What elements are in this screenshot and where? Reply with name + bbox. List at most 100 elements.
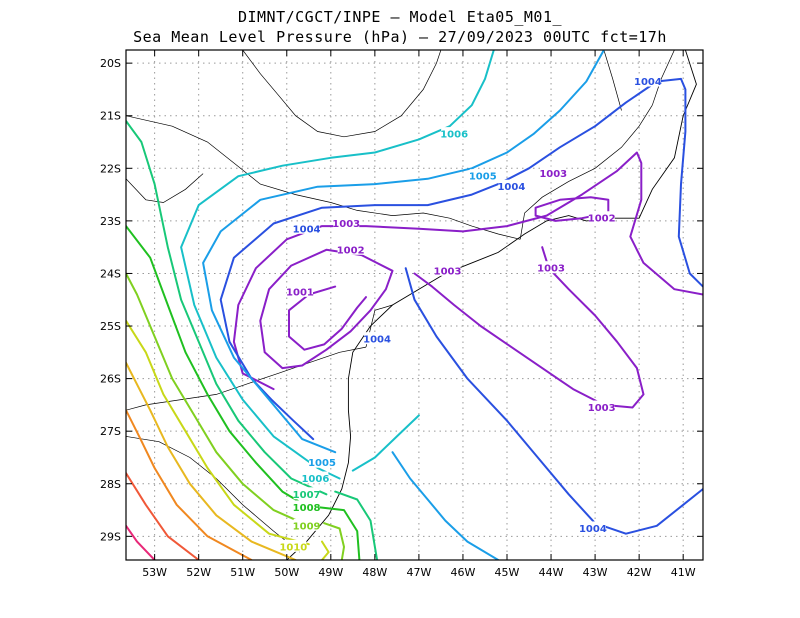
isobar-1014 (126, 524, 156, 560)
isobar-label: 1003 (537, 264, 565, 275)
y-tick-label: 25S (100, 320, 121, 333)
y-tick-label: 22S (100, 162, 121, 175)
plot-frame (125, 49, 704, 561)
x-tick-label: 53W (142, 566, 167, 579)
isobar-1009 (323, 522, 345, 560)
isobar-label-bg (293, 221, 320, 234)
x-tick-label: 52W (186, 566, 211, 579)
isobar-1003 (413, 246, 645, 409)
x-tick-label: 43W (583, 566, 608, 579)
y-tick-label: 21S (100, 110, 121, 123)
isobar-label-bg (293, 487, 320, 500)
isobar-layer (126, 50, 703, 560)
isobar-1013 (126, 472, 200, 560)
x-tick-label: 46W (451, 566, 476, 579)
isobar-label: 1003 (434, 266, 462, 277)
isobar-label-bg (293, 518, 320, 531)
isobar-label-bg (441, 127, 468, 140)
y-tick-label: 26S (100, 373, 121, 386)
x-tick-label: 44W (539, 566, 564, 579)
isobar-label-bg (333, 216, 360, 229)
y-tick-label: 24S (100, 267, 121, 280)
isobar-label-bg (588, 400, 615, 413)
isobar-1004 (404, 267, 703, 535)
isobar-label: 1005 (469, 172, 497, 183)
isobar-label: 1002 (588, 214, 616, 225)
state-border (603, 50, 622, 111)
isobar-label-bg (634, 74, 661, 87)
isobar-label-bg (364, 332, 391, 345)
isobar-labels: 1001 1002 1002 1003 1003 1003 1003 1003 1004 1004… (279, 74, 662, 553)
coastline (286, 50, 697, 560)
isobar-label: 1004 (293, 224, 321, 235)
isobar-1008 (318, 506, 361, 560)
x-tick-label: 41W (671, 566, 696, 579)
isobar-label-bg (538, 261, 565, 274)
state-border (519, 105, 653, 240)
x-tick-label: 45W (495, 566, 520, 579)
isobar-1001 (288, 285, 367, 351)
isobar-label-bg (540, 166, 567, 179)
y-tick-label: 29S (100, 530, 121, 543)
isobar-1010 (126, 319, 310, 546)
isobar-1010 (321, 540, 330, 560)
isobar-label: 1002 (337, 245, 365, 256)
x-tick-label: 47W (406, 566, 431, 579)
isobar-label: 1007 (293, 490, 321, 501)
isobar-1007 (334, 490, 379, 560)
isobar-label: 1005 (308, 458, 336, 469)
x-tick-label: 49W (318, 566, 343, 579)
isobar-label-bg (579, 521, 606, 534)
isobar-label: 1001 (286, 287, 314, 298)
x-tick-label: 42W (627, 566, 652, 579)
isobar-1006 (351, 414, 420, 472)
isobar-1006 (180, 50, 495, 480)
isobar-label: 1008 (293, 503, 321, 514)
isobar-label-bg (588, 211, 615, 224)
isobar-label-bg (469, 169, 496, 182)
state-border (651, 50, 675, 106)
isobar-1005 (202, 50, 605, 454)
isobar-label: 1003 (588, 403, 616, 414)
x-tick-label: 48W (362, 566, 387, 579)
isobar-label: 1006 (440, 130, 468, 141)
x-tick-label: 51W (230, 566, 255, 579)
isobar-label: 1009 (293, 521, 321, 532)
isobar-label-bg (302, 471, 329, 484)
isobar-label-bg (434, 263, 461, 276)
isobar-label: 1006 (301, 474, 329, 485)
y-tick-label: 27S (100, 425, 121, 438)
isobar-label-bg (498, 179, 525, 192)
state-border (242, 50, 442, 138)
isobar-label-bg (293, 500, 320, 513)
state-border (126, 173, 204, 203)
isobar-1012 (126, 409, 253, 560)
isobar-1008 (126, 225, 315, 512)
isobar-1002 (259, 248, 394, 370)
isobar-1011 (126, 361, 297, 560)
isobar-label-bg (286, 284, 313, 297)
isobar-label: 1004 (363, 335, 391, 346)
isobar-label: 1003 (539, 169, 567, 180)
isobar-label: 1003 (332, 219, 360, 230)
isobar-label-bg (280, 539, 307, 552)
isobar-1009 (126, 272, 310, 527)
isobar-1005 (391, 451, 500, 560)
y-tick-label: 23S (100, 215, 121, 228)
state-border (126, 436, 301, 553)
y-tick-label: 28S (100, 478, 121, 491)
state-border (126, 346, 367, 411)
chart-title-line2: Sea Mean Level Pressure (hPa) – 27/09/20… (133, 28, 667, 46)
isobar-1007 (126, 120, 328, 496)
x-tick-label: 50W (274, 566, 299, 579)
isobar-1003 (232, 151, 703, 391)
isobar-label: 1004 (497, 182, 525, 193)
chart-title-line1: DIMNT/CGCT/INPE – Model Eta05_M01_ (237, 8, 563, 26)
isobar-1004 (219, 77, 703, 441)
isobar-label-bg (337, 242, 364, 255)
isobar-label-bg (309, 455, 336, 468)
axis-ticks: 53W 52W 51W 50W 49W 48W 47W 46W 45W 44W 43W 42W 41W 2… (100, 50, 703, 579)
isobar-label: 1004 (634, 77, 662, 88)
y-tick-label: 20S (100, 57, 121, 70)
